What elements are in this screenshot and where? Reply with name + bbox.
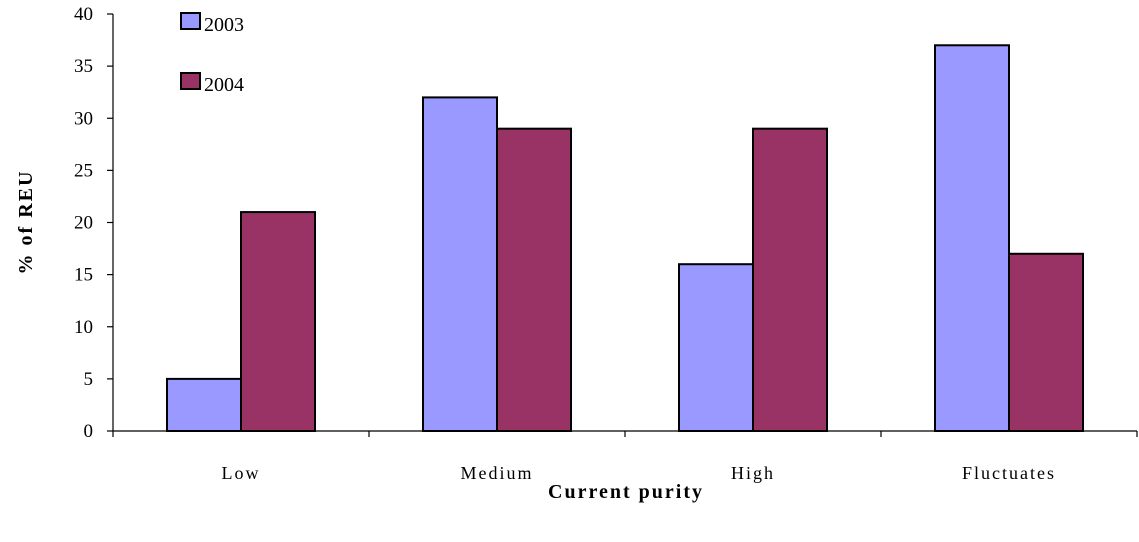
y-axis-title: % of REU bbox=[15, 170, 37, 275]
bar-2004-fluctuates bbox=[1008, 252, 1084, 432]
x-category-label: Low bbox=[222, 463, 261, 483]
bar-2003-high bbox=[678, 263, 754, 433]
y-tick-label: 20 bbox=[74, 213, 93, 234]
y-tick-label: 10 bbox=[74, 317, 93, 338]
bar-2003-fluctuates bbox=[934, 44, 1010, 433]
bar-2003-low bbox=[166, 377, 242, 432]
x-category-label: Fluctuates bbox=[962, 463, 1056, 483]
legend-label-2004: 2004 bbox=[204, 74, 244, 96]
bar-2004-low bbox=[240, 211, 316, 432]
bar-2003-medium bbox=[422, 96, 498, 433]
legend-label-2003: 2003 bbox=[204, 14, 244, 36]
y-tick-label: 5 bbox=[84, 369, 94, 390]
y-tick-label: 15 bbox=[74, 265, 93, 286]
x-axis: Low Medium High Fluctuates bbox=[112, 430, 1138, 483]
y-tick-label: 0 bbox=[84, 421, 94, 442]
legend-swatch-2003 bbox=[180, 12, 201, 30]
y-tick-label: 25 bbox=[74, 160, 93, 181]
y-tick-label: 35 bbox=[74, 56, 93, 77]
y-axis: 0 5 10 15 20 25 30 35 40 bbox=[74, 4, 114, 442]
y-tick-label: 40 bbox=[74, 4, 93, 25]
y-tick-label: 30 bbox=[74, 108, 93, 129]
x-category-label: Medium bbox=[461, 463, 534, 483]
x-axis-title: Current purity bbox=[548, 481, 704, 503]
x-category-label: High bbox=[731, 463, 775, 483]
bars bbox=[166, 44, 1084, 433]
legend-swatch-2004 bbox=[180, 72, 201, 90]
bar-2004-high bbox=[752, 127, 828, 433]
bar-2004-medium bbox=[496, 127, 572, 433]
legend: 2003 2004 bbox=[180, 12, 244, 96]
